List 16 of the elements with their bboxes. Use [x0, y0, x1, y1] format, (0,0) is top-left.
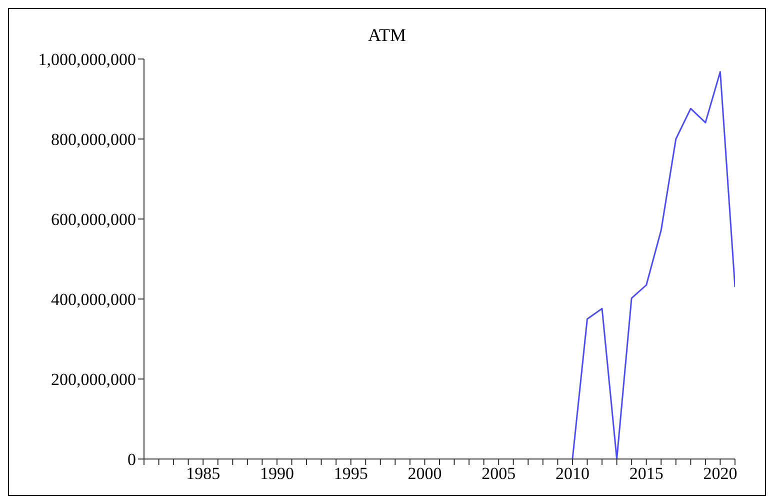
x-tick-label: 1995	[334, 464, 368, 484]
y-tick-label: 800,000,000	[51, 130, 136, 150]
x-tick-label: 2005	[482, 464, 516, 484]
x-tick-label: 2010	[555, 464, 590, 484]
x-tick-label: 1990	[260, 464, 294, 484]
line-series	[572, 71, 735, 459]
y-tick-label: 600,000,000	[51, 210, 136, 230]
y-tick-label: 400,000,000	[51, 290, 136, 310]
x-tick-label: 2020	[703, 464, 738, 484]
x-tick-label: 2015	[629, 464, 664, 484]
y-tick-label: 200,000,000	[51, 370, 136, 390]
x-tick-label: 2000	[408, 464, 442, 484]
y-tick-label: 1,000,000,000	[38, 50, 136, 70]
y-tick-label: 0	[128, 450, 136, 470]
x-tick-label: 1985	[186, 464, 220, 484]
chart-title: ATM	[366, 24, 407, 47]
